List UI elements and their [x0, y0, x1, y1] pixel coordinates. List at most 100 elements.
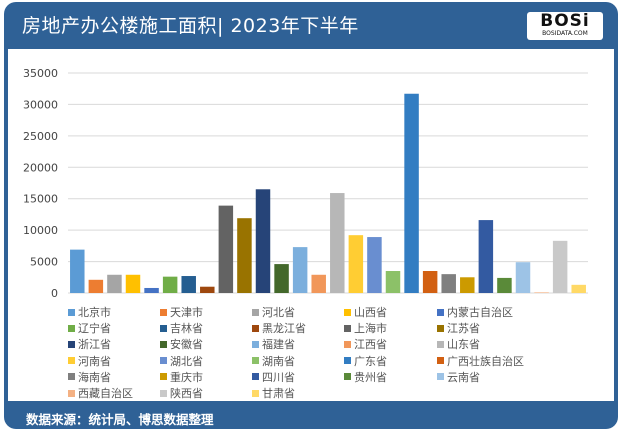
y-tick-label: 30000	[23, 98, 58, 111]
legend-item: 海南省	[68, 369, 111, 385]
legend-swatch	[252, 324, 259, 332]
legend-item: 山东省	[437, 336, 480, 352]
legend-swatch	[252, 373, 259, 381]
legend-item: 安徽省	[160, 336, 203, 352]
legend-label: 浙江省	[78, 338, 111, 352]
bar-吉林省	[181, 276, 196, 293]
bar-山西省	[125, 274, 141, 293]
legend-item: 山西省	[344, 304, 387, 320]
bar-江西省	[311, 274, 326, 293]
y-tick-label: 10000	[23, 224, 58, 237]
y-tick-label: 35000	[23, 67, 58, 80]
legend-label: 天津市	[170, 306, 203, 319]
legend-swatch	[160, 373, 167, 381]
legend-item: 湖北省	[160, 353, 203, 369]
legend-item: 甘肃省	[252, 385, 295, 401]
data-source: 数据来源：统计局、博思数据整理	[26, 412, 214, 427]
legend-item: 天津市	[160, 304, 203, 320]
bar-河北省	[107, 274, 122, 293]
legend-label: 黑龙江省	[262, 322, 306, 336]
legend-swatch	[160, 389, 167, 397]
legend-item: 湖南省	[252, 353, 295, 369]
legend-label: 甘肃省	[262, 387, 295, 400]
bar-上海市	[218, 205, 234, 293]
bar-内蒙古自治区	[144, 287, 159, 293]
legend-item: 河南省	[68, 353, 111, 369]
bar-海南省	[441, 274, 456, 293]
legend-label: 湖北省	[170, 354, 203, 368]
legend-item: 四川省	[252, 369, 295, 385]
legend-item: 广西壮族自治区	[437, 353, 524, 369]
legend-label: 安徽省	[170, 338, 203, 352]
chart-panel	[8, 49, 614, 401]
legend-label: 山东省	[447, 338, 480, 352]
bar-辽宁省	[162, 276, 178, 293]
y-tick-label: 15000	[23, 193, 58, 206]
legend-swatch	[437, 324, 444, 332]
legend-item: 吉林省	[160, 320, 203, 336]
legend-item: 河北省	[252, 304, 295, 320]
legend-swatch	[437, 340, 444, 348]
legend-item: 陕西省	[160, 385, 203, 401]
legend-swatch	[344, 308, 351, 316]
legend-swatch	[437, 373, 444, 381]
bar-黑龙江省	[200, 286, 215, 293]
y-tick-label: 0	[51, 287, 58, 300]
bar-西藏自治区	[534, 292, 549, 293]
bar-云南省	[515, 262, 531, 293]
legend-label: 西藏自治区	[78, 387, 133, 400]
legend-item: 上海市	[344, 320, 387, 336]
bar-浙江省	[255, 189, 271, 293]
legend-label: 北京市	[78, 306, 111, 319]
legend-label: 辽宁省	[78, 322, 111, 336]
logo-text: BOSi	[540, 11, 590, 31]
legend-swatch	[252, 308, 259, 316]
legend-label: 山西省	[354, 306, 387, 319]
legend-swatch	[344, 373, 351, 381]
bar-江苏省	[237, 218, 252, 293]
legend-swatch	[68, 340, 75, 348]
legend-swatch	[344, 357, 351, 365]
legend-label: 内蒙古自治区	[447, 306, 513, 319]
legend-swatch	[160, 324, 167, 332]
legend-swatch	[68, 324, 75, 332]
bar-湖北省	[367, 237, 382, 293]
legend-label: 贵州省	[354, 370, 387, 384]
legend-label: 广西壮族自治区	[447, 354, 524, 368]
bar-北京市	[70, 249, 85, 293]
legend-item: 辽宁省	[68, 320, 111, 336]
legend-item: 福建省	[252, 336, 295, 352]
legend-label: 江苏省	[447, 322, 480, 336]
y-tick-label: 5000	[30, 256, 58, 269]
bar-贵州省	[497, 277, 512, 293]
legend-swatch	[68, 357, 75, 365]
legend-item: 江西省	[344, 336, 387, 352]
legend-label: 广东省	[354, 354, 387, 368]
legend-label: 上海市	[354, 322, 387, 336]
bar-四川省	[478, 220, 494, 293]
legend-item: 云南省	[437, 369, 480, 385]
legend-item: 广东省	[344, 353, 387, 369]
legend-label: 河北省	[262, 306, 295, 319]
legend-item: 重庆市	[160, 369, 203, 385]
bar-河南省	[348, 235, 364, 293]
legend-swatch	[160, 357, 167, 365]
bar-湖南省	[385, 271, 401, 293]
legend-label: 河南省	[78, 354, 111, 368]
bosi-logo: BOSi BOSIDATA.COM	[527, 12, 603, 40]
legend-swatch	[437, 308, 444, 316]
legend-swatch	[68, 389, 75, 397]
chart-title: 房地产办公楼施工面积| 2023年下半年	[22, 15, 359, 37]
legend-item: 黑龙江省	[252, 320, 306, 336]
legend-label: 湖南省	[262, 354, 295, 368]
legend-label: 海南省	[78, 370, 111, 384]
y-tick-label: 25000	[23, 130, 58, 143]
bar-陕西省	[552, 240, 568, 293]
legend-label: 江西省	[354, 338, 387, 352]
legend-label: 重庆市	[170, 370, 203, 384]
legend-label: 云南省	[447, 370, 480, 384]
logo-subtext: BOSIDATA.COM	[542, 30, 588, 37]
legend-label: 陕西省	[170, 387, 203, 400]
legend-swatch	[252, 357, 259, 365]
